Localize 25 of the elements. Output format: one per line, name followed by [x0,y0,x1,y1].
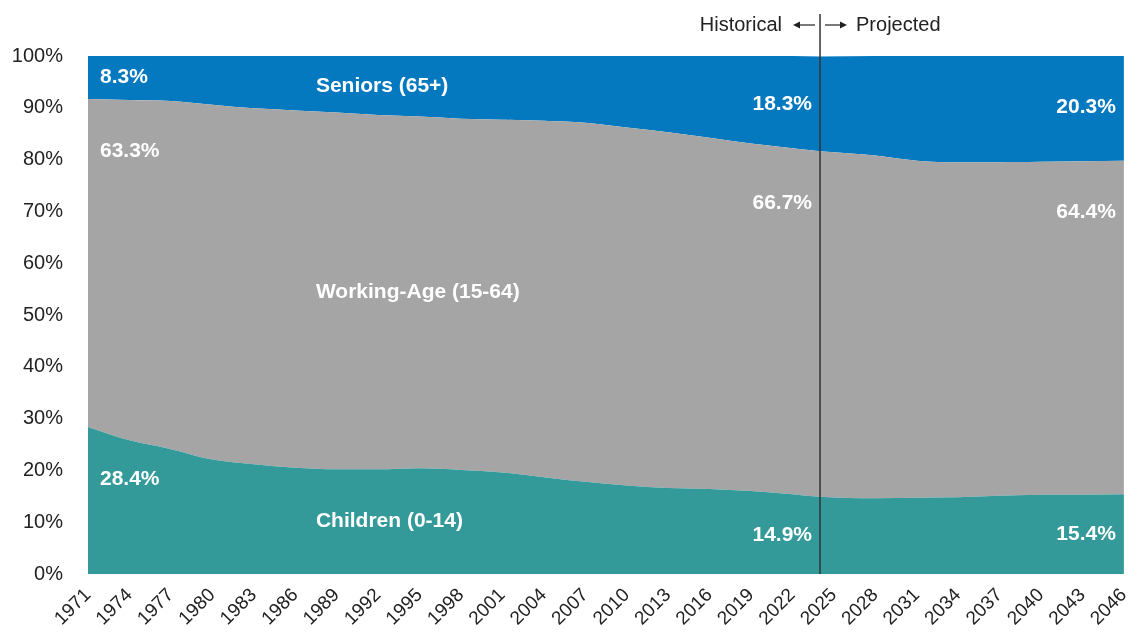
data-label: 15.4% [1056,520,1117,544]
y-tick-label: 30% [22,406,64,429]
annotation: Historical [699,12,783,35]
data-label: 14.9% [752,522,813,546]
y-tick-label: 80% [22,147,64,170]
annotation: Projected [856,12,941,35]
y-tick-label: 10% [22,509,64,532]
y-tick-label: 100% [11,43,64,66]
y-tick-label: 60% [22,250,64,273]
y-tick-label: 20% [22,457,64,480]
series-label: Seniors (65+) [315,73,449,97]
data-label: 64.4% [1056,199,1117,223]
data-label: 8.3% [100,64,149,88]
y-tick-label: 0% [34,561,64,584]
data-label: 63.3% [100,137,160,161]
y-tick-label: 90% [22,95,64,118]
data-label: 66.7% [752,190,813,214]
y-tick-label: 40% [22,354,64,377]
y-tick-label: 70% [22,198,64,221]
y-tick-label: 50% [22,302,64,325]
data-label: 20.3% [1056,94,1117,118]
series-label: Children (0-14) [315,507,463,531]
data-label: 28.4% [100,465,160,489]
series-label: Working-Age (15-64) [315,279,520,303]
data-label: 18.3% [752,90,813,114]
